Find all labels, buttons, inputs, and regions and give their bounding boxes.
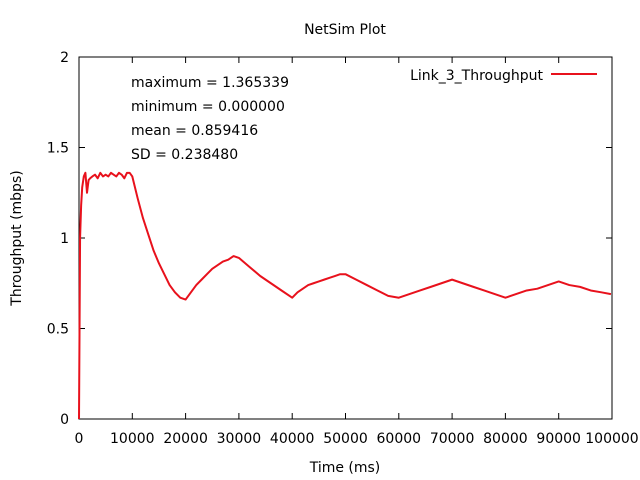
y-tick-label: 1.5	[47, 141, 69, 157]
y-tick-label: 2	[60, 50, 69, 66]
stat-sd: SD = 0.238480	[131, 147, 238, 163]
x-axis-label: Time (ms)	[309, 460, 381, 476]
y-axis: 0 0.5 1 1.5 2	[47, 50, 612, 428]
stat-maximum: maximum = 1.365339	[131, 75, 289, 91]
x-tick-label: 30000	[217, 431, 262, 447]
legend: Link_3_Throughput	[410, 68, 597, 84]
series-line-link-3	[78, 171, 612, 420]
series-layer	[78, 171, 612, 420]
x-axis: 0 10000 20000 30000 40000 50000 60000 70000 8000…	[75, 57, 639, 447]
x-tick-label: 20000	[163, 431, 208, 447]
x-tick-label: 10000	[110, 431, 155, 447]
x-tick-label: 70000	[430, 431, 475, 447]
x-tick-label: 90000	[536, 431, 581, 447]
chart-title: NetSim Plot	[304, 22, 386, 38]
y-tick-label: 0	[60, 412, 69, 428]
x-tick-label: 100000	[585, 431, 638, 447]
x-tick-label: 40000	[270, 431, 315, 447]
x-tick-label: 0	[75, 431, 84, 447]
x-tick-label: 80000	[483, 431, 528, 447]
stats-annotation: maximum = 1.365339 minimum = 0.000000 me…	[131, 75, 289, 163]
y-axis-label: Throughput (mbps)	[9, 170, 25, 306]
y-tick-label: 1	[60, 231, 69, 247]
legend-label-link-3: Link_3_Throughput	[410, 68, 543, 84]
stat-mean: mean = 0.859416	[131, 123, 258, 139]
y-tick-label: 0.5	[47, 322, 69, 338]
x-tick-label: 60000	[377, 431, 422, 447]
x-tick-label: 50000	[323, 431, 368, 447]
stat-minimum: minimum = 0.000000	[131, 99, 285, 115]
